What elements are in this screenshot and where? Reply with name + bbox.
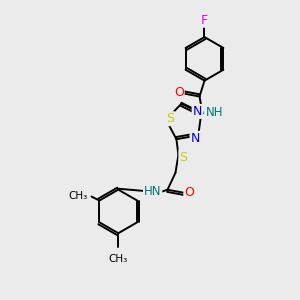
Text: NH: NH: [206, 106, 223, 119]
Text: O: O: [174, 86, 184, 99]
Text: F: F: [201, 14, 208, 27]
Text: S: S: [179, 151, 188, 164]
Text: N: N: [190, 132, 200, 145]
Text: S: S: [166, 112, 174, 125]
Text: CH₃: CH₃: [68, 190, 88, 201]
Text: O: O: [184, 186, 194, 199]
Text: N: N: [193, 105, 202, 118]
Text: CH₃: CH₃: [109, 254, 128, 264]
Text: HN: HN: [144, 185, 161, 198]
